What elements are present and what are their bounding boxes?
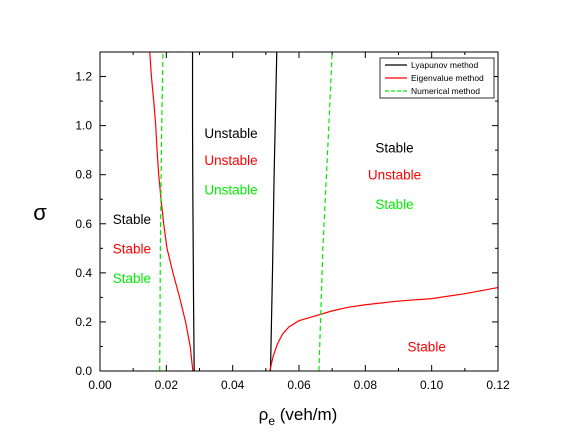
y-tick-label: 0.0 xyxy=(75,364,92,378)
annotation-4: Stable xyxy=(113,241,151,256)
annotation-1: Unstable xyxy=(204,153,257,168)
annotation-7: Unstable xyxy=(368,168,421,183)
y-tick-label: 0.2 xyxy=(75,315,92,329)
annotation-3: Stable xyxy=(113,212,151,227)
series-2-line-0 xyxy=(159,52,164,371)
axis-ticks xyxy=(99,51,499,372)
x-axis-label-unit: (veh/m) xyxy=(275,405,337,424)
series-lines xyxy=(149,52,498,371)
legend-label-1: Eigenvalue method xyxy=(411,73,484,83)
x-tick-label: 0.08 xyxy=(354,378,378,392)
y-tick-label: 1.2 xyxy=(75,70,92,84)
x-tick-label: 0.06 xyxy=(287,378,311,392)
x-tick-label: 0.02 xyxy=(155,378,179,392)
y-tick-label: 0.4 xyxy=(75,266,92,280)
y-tick-label: 0.8 xyxy=(75,168,92,182)
x-tick-label: 0.10 xyxy=(420,378,444,392)
y-tick-label: 1.0 xyxy=(75,119,92,133)
annotation-0: Unstable xyxy=(204,126,257,141)
axis-tick-labels: 0.00 0.02 0.04 0.06 0.08 0.10 0.12 0.0 0.2 0.4 0.6… xyxy=(75,70,510,392)
region-annotations: Unstable Unstable Unstable Stable Stable Stab… xyxy=(113,126,446,354)
annotation-5: Stable xyxy=(113,271,151,286)
x-tick-label: 0.12 xyxy=(486,378,510,392)
x-tick-label: 0.00 xyxy=(88,378,112,392)
series-2-line-1 xyxy=(318,52,333,371)
x-axis-label: ρe (veh/m) xyxy=(259,405,338,428)
annotation-8: Stable xyxy=(375,197,413,212)
y-tick-label: 0.6 xyxy=(75,217,92,231)
legend: Lyapunov method Eigenvalue method Numerica… xyxy=(379,57,495,99)
x-tick-label: 0.04 xyxy=(221,378,245,392)
series-1-line-1 xyxy=(269,286,498,371)
x-axis-label-subscript: e xyxy=(268,414,275,428)
annotation-9: Stable xyxy=(408,339,446,354)
annotation-2: Unstable xyxy=(204,182,257,197)
series-1-line-0 xyxy=(149,52,194,371)
series-0-line-1 xyxy=(269,52,278,371)
legend-label-2: Numerical method xyxy=(411,86,480,96)
plot-frame xyxy=(99,51,499,372)
y-axis-label: σ xyxy=(33,200,47,225)
annotation-6: Stable xyxy=(375,141,413,156)
series-0-line-0 xyxy=(191,52,195,371)
legend-label-0: Lyapunov method xyxy=(411,60,479,70)
